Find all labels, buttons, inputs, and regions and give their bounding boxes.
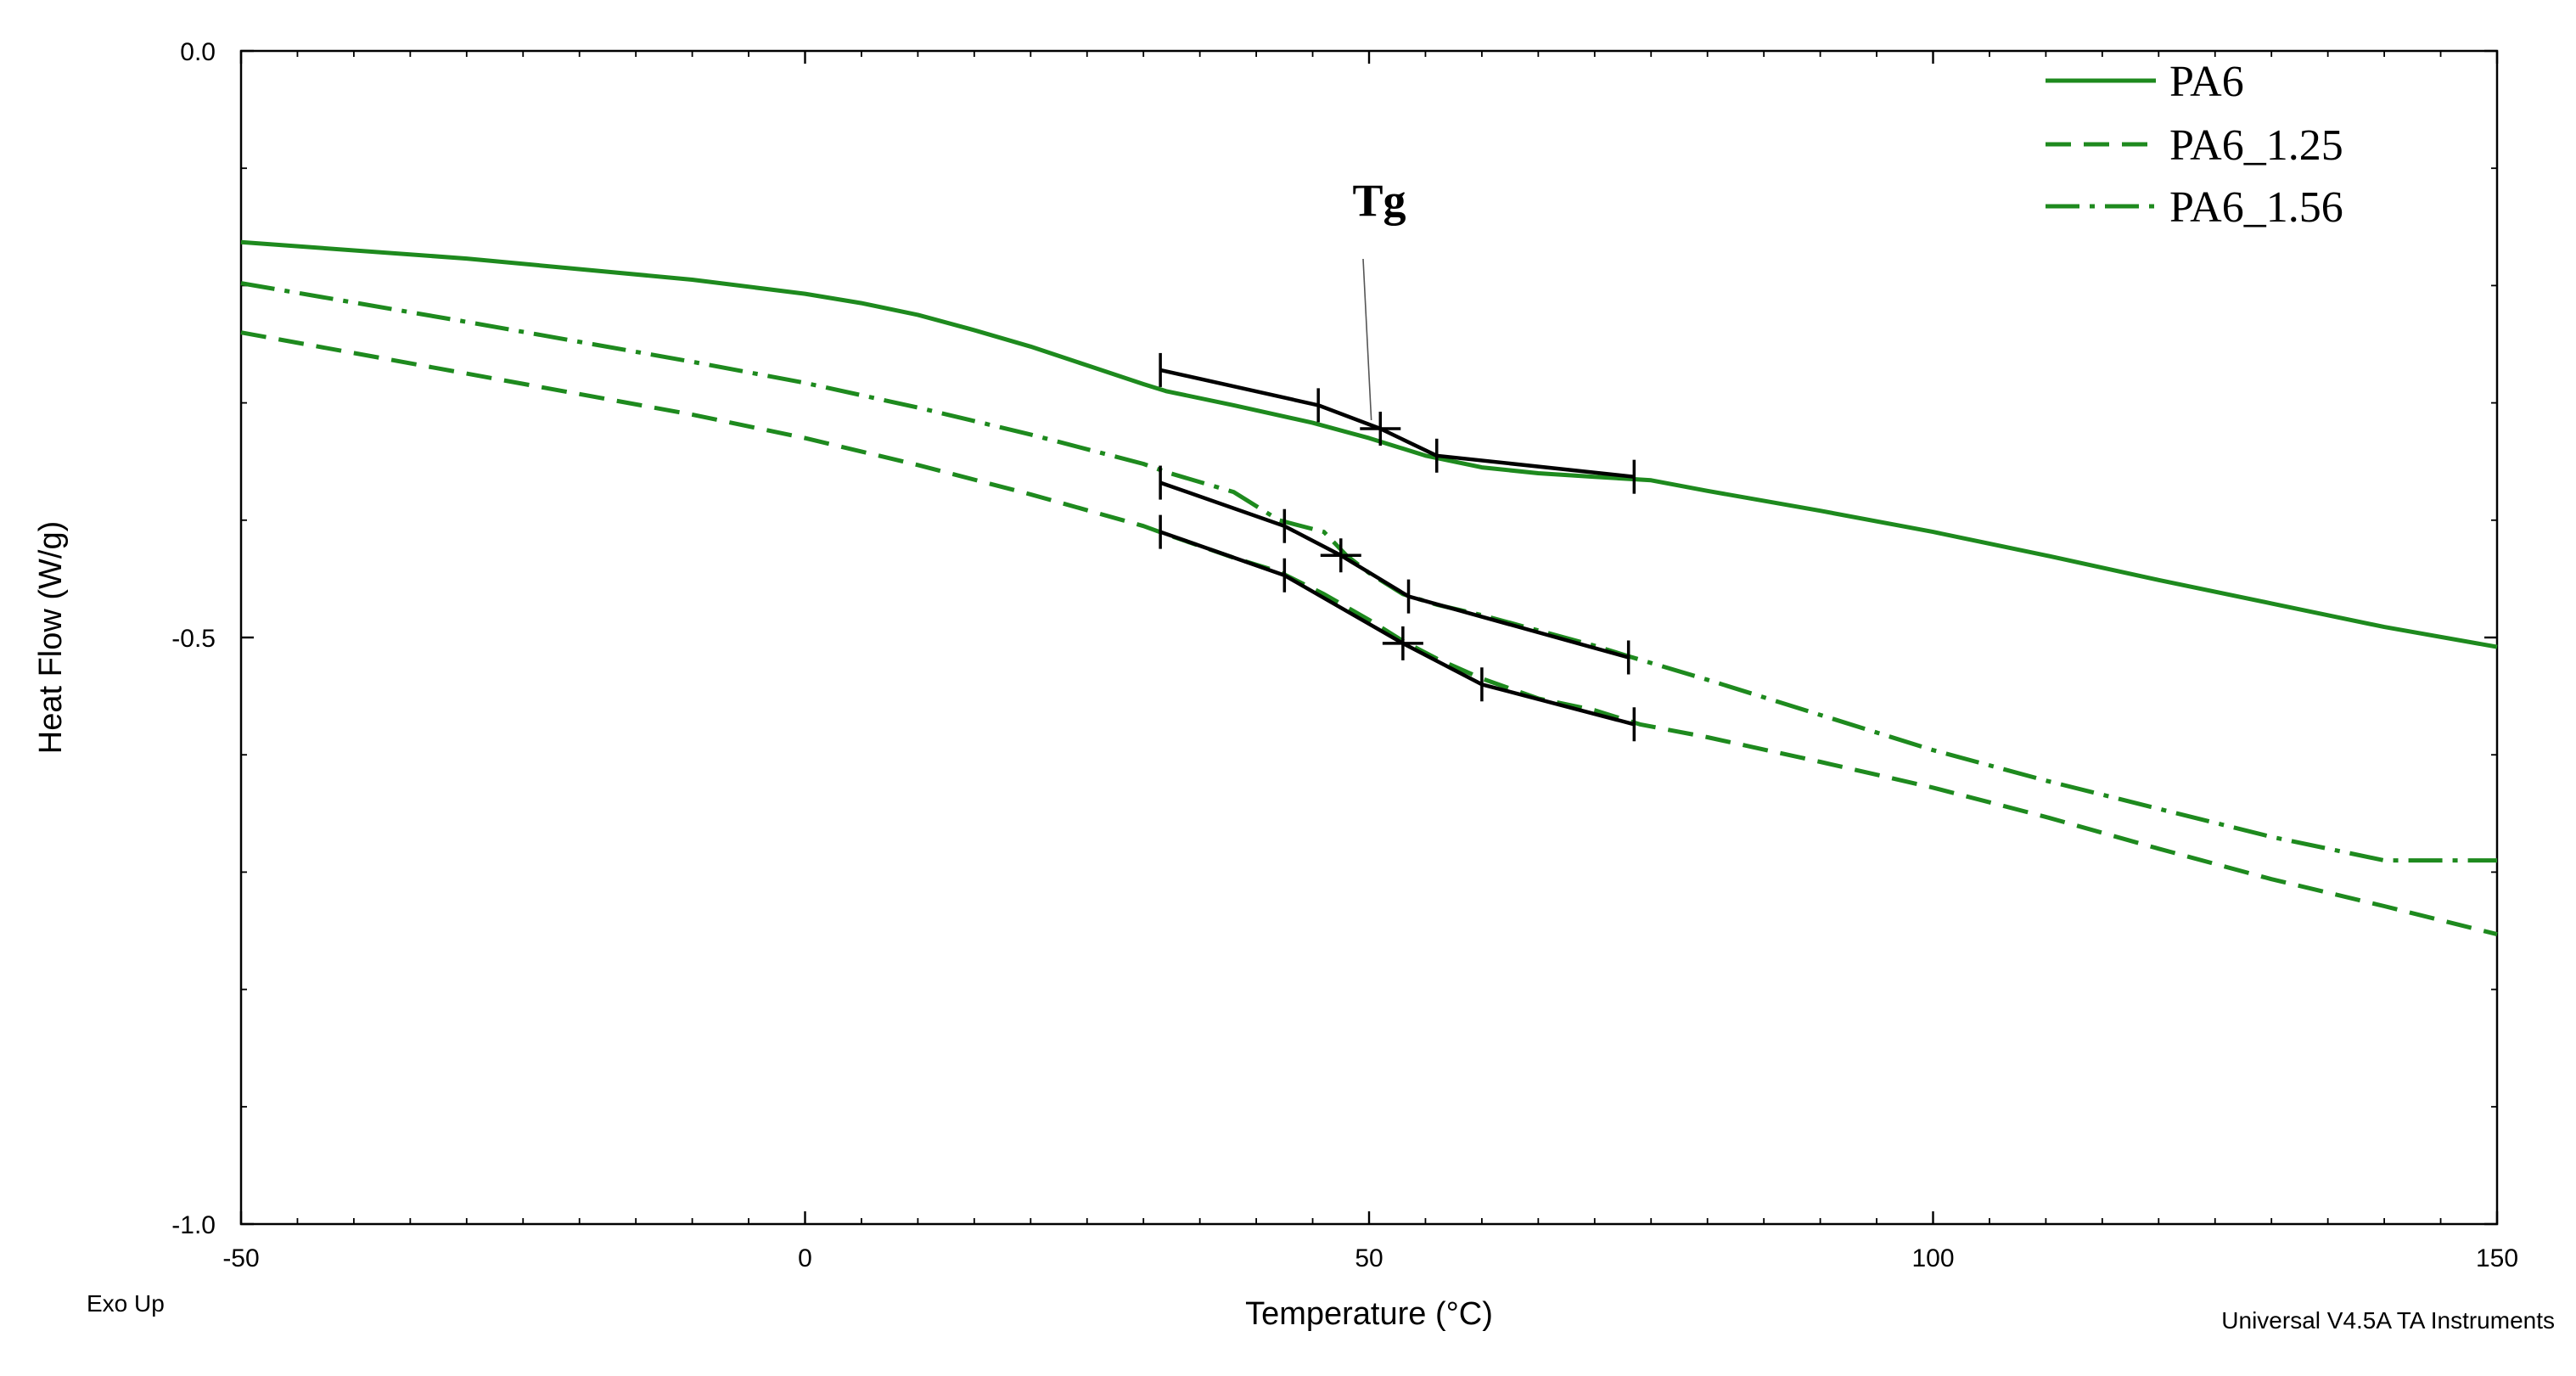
y-tick-labels: 0.0 -0.5 -1.0 <box>171 38 216 1239</box>
tg-label: Tg <box>1352 175 1406 226</box>
series-line-pa6-1-25 <box>240 330 2498 937</box>
y-axis-label: Heat Flow (W/g) <box>33 521 69 754</box>
x-axis-label: Temperature (°C) <box>1245 1296 1493 1332</box>
x-tick-label: 50 <box>1355 1244 1383 1272</box>
tg-pointer-line <box>1362 258 1372 421</box>
x-tick-labels: -50 0 50 100 150 <box>222 1244 2518 1272</box>
legend-label: PA6 <box>2169 58 2244 106</box>
x-tick-label: -50 <box>222 1244 259 1272</box>
y-tick-label: -1.0 <box>171 1211 216 1239</box>
instrument-credit: Universal V4.5A TA Instruments <box>2221 1307 2555 1334</box>
transition-layer <box>1159 352 1636 742</box>
legend-label: PA6_1.25 <box>2169 121 2343 170</box>
minor-ticks <box>240 50 2498 1225</box>
y-tick-label: 0.0 <box>180 38 216 66</box>
x-tick-label: 150 <box>2476 1244 2518 1272</box>
exo-up-label: Exo Up <box>87 1290 165 1317</box>
x-tick-label: 100 <box>1911 1244 1954 1272</box>
legend: PA6 PA6_1.25 PA6_1.56 <box>2046 58 2343 232</box>
series-line-pa6 <box>240 239 2498 649</box>
legend-label: PA6_1.56 <box>2169 183 2343 232</box>
y-tick-label: -0.5 <box>171 625 216 653</box>
x-tick-label: 0 <box>798 1244 812 1272</box>
major-ticks <box>239 49 2499 1226</box>
